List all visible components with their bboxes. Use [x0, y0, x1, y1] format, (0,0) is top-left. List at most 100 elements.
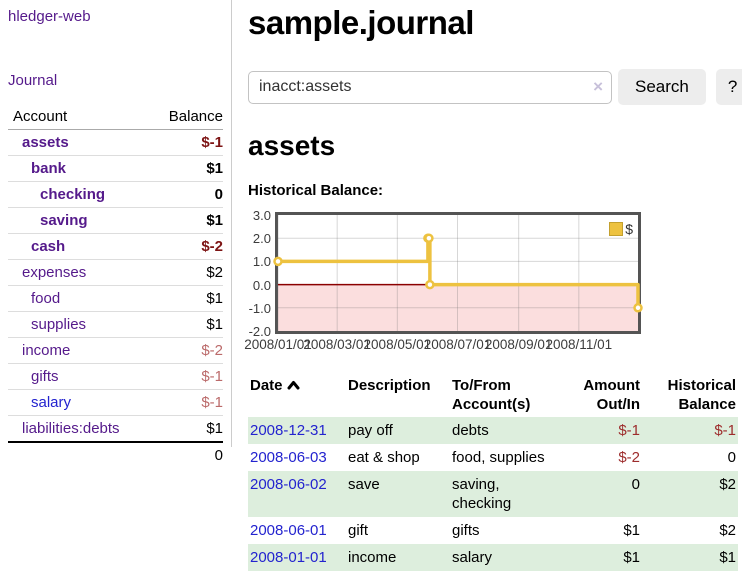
transaction-accounts: debts	[452, 422, 489, 439]
transaction-balance: $2	[719, 476, 736, 493]
transaction-amount: $1	[623, 522, 640, 539]
transaction-date-link[interactable]: 2008-06-03	[250, 449, 327, 466]
sidebar: hledger-web Journal Account Balance asse…	[0, 0, 232, 468]
account-heading: assets	[248, 130, 336, 161]
search-button[interactable]: Search	[618, 69, 706, 105]
account-link-checking[interactable]: checking	[40, 186, 106, 203]
transaction-amount: 0	[631, 476, 640, 493]
account-link-cash[interactable]: cash	[31, 238, 66, 255]
account-balance: $-2	[152, 337, 223, 364]
register-row: 2008-06-01 gift gifts $1 $2	[248, 517, 738, 544]
account-row: expenses $2	[8, 259, 223, 286]
app-title-link[interactable]: hledger-web	[8, 8, 91, 25]
chart-x-axis-labels: 2008/01/01 2008/03/01 2008/05/01 2008/07/01…	[244, 337, 638, 353]
transaction-date-link[interactable]: 2008-06-01	[250, 522, 327, 539]
y-axis-tick-label: 1.0	[252, 254, 271, 270]
account-row: food $1	[8, 285, 223, 312]
x-axis-tick-label: 2008/07/01	[423, 337, 492, 352]
x-axis-tick-label: 2008/11/01	[545, 337, 613, 352]
transaction-date-link[interactable]: 2008-12-31	[250, 422, 327, 439]
accounts-header-balance: Balance	[152, 104, 223, 130]
register-header-accounts: To/From Account(s)	[452, 377, 531, 413]
transaction-date-link[interactable]: 2008-06-02	[250, 476, 327, 493]
transaction-description: pay off	[348, 422, 393, 439]
y-axis-tick-label: 0.0	[252, 277, 271, 293]
account-balance: $-1	[152, 363, 223, 390]
account-balance: 0	[152, 181, 223, 208]
accounts-total-row: 0	[8, 441, 223, 468]
account-link-gifts[interactable]: gifts	[31, 368, 59, 385]
sort-ascending-icon	[287, 376, 300, 395]
account-balance: $1	[152, 285, 223, 312]
historical-balance-chart: 3.0 2.0 1.0 0.0 -1.0 -2.0 $ 2008/01/01 2008/03…	[244, 208, 668, 354]
transaction-amount: $-1	[618, 422, 640, 439]
transaction-description: eat & shop	[348, 449, 420, 466]
account-link-bank[interactable]: bank	[31, 160, 67, 177]
chart-legend: $	[609, 221, 633, 237]
account-row: bank $1	[8, 155, 223, 182]
clear-search-icon[interactable]: ×	[593, 76, 603, 96]
transaction-balance: 0	[727, 449, 736, 466]
help-button[interactable]: ?	[715, 69, 742, 105]
y-axis-tick-label: 2.0	[252, 231, 271, 247]
transaction-date-link[interactable]: 2008-01-01	[250, 549, 327, 566]
page-title: sample.journal	[248, 4, 474, 41]
transaction-description: gift	[348, 522, 369, 539]
account-link-supplies[interactable]: supplies	[31, 316, 87, 333]
account-balance: $-1	[152, 129, 223, 156]
transaction-description: income	[348, 549, 397, 566]
register-row: 2008-01-01 income salary $1 $1	[248, 544, 738, 571]
register-header-date[interactable]: Date	[248, 373, 346, 417]
account-row: gifts $-1	[8, 363, 223, 390]
transaction-accounts: saving, checking	[452, 476, 512, 512]
register-header-row: Date Description To/From Account(s) Amou…	[248, 373, 738, 417]
account-balance: $2	[152, 259, 223, 286]
x-axis-tick-label: 2008/05/01	[363, 337, 432, 352]
register-row: 2008-12-31 pay off debts $-1 $-1	[248, 417, 738, 444]
register-row: 2008-06-03 eat & shop food, supplies $-2…	[248, 444, 738, 471]
search-input[interactable]	[248, 70, 612, 104]
account-row: supplies $1	[8, 311, 223, 338]
chart-canvas	[273, 215, 643, 331]
register-header-description: Description	[348, 377, 431, 394]
account-balance: $1	[152, 155, 223, 182]
account-link-food[interactable]: food	[31, 290, 61, 307]
transaction-accounts: gifts	[452, 522, 480, 539]
chart-y-axis-labels: 3.0 2.0 1.0 0.0 -1.0 -2.0	[248, 208, 271, 338]
sidebar-item-journal[interactable]: Journal	[8, 72, 58, 89]
account-link-expenses[interactable]: expenses	[22, 264, 87, 281]
transaction-amount: $-2	[618, 449, 640, 466]
account-row: income $-2	[8, 337, 223, 364]
accounts-total-balance: 0	[152, 441, 223, 468]
y-axis-tick-label: -1.0	[248, 300, 271, 316]
account-row: checking 0	[8, 181, 223, 208]
search-form: × Search ?	[248, 69, 742, 105]
register-header-amount: Amount Out/In	[583, 377, 640, 413]
transaction-accounts: food, supplies	[452, 449, 545, 466]
account-link-income[interactable]: income	[22, 342, 71, 359]
accounts-table: Account Balance assets $-1 bank $1 check…	[8, 104, 223, 468]
transaction-amount: $1	[623, 549, 640, 566]
y-axis-tick-label: 3.0	[252, 208, 271, 223]
account-row: saving $1	[8, 207, 223, 234]
account-link-assets[interactable]: assets	[22, 134, 69, 151]
x-axis-tick-label: 2008/03/01	[303, 337, 371, 352]
account-row: liabilities:debts $1	[8, 415, 223, 443]
transaction-accounts: salary	[452, 549, 493, 566]
account-link-liabilities-debts[interactable]: liabilities:debts	[22, 420, 120, 437]
register-header-balance: Historical Balance	[667, 377, 736, 413]
account-balance: $-2	[152, 233, 223, 260]
transaction-description: save	[348, 476, 380, 493]
chart-section-label: Historical Balance:	[248, 182, 384, 199]
main-content: sample.journal × Search ? assets Histori…	[244, 0, 742, 571]
register-table: Date Description To/From Account(s) Amou…	[248, 373, 738, 571]
legend-label: $	[625, 221, 633, 237]
account-link-salary[interactable]: salary	[31, 394, 72, 411]
account-balance: $-1	[152, 389, 223, 416]
account-link-saving[interactable]: saving	[40, 212, 88, 229]
account-balance: $1	[152, 415, 223, 443]
accounts-header-account: Account	[8, 104, 153, 130]
x-axis-tick-label: 2008/01/01	[244, 337, 312, 352]
account-row: assets $-1	[8, 129, 223, 156]
transaction-balance: $-1	[714, 422, 736, 439]
